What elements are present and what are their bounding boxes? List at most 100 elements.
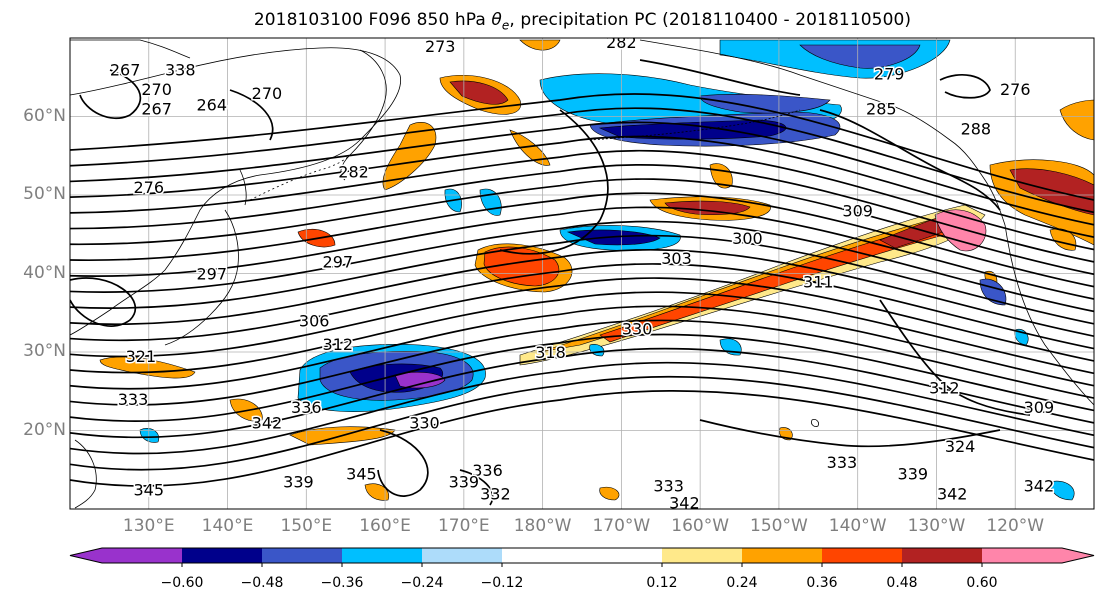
colorbar-segment bbox=[662, 548, 742, 563]
contour-label: 306 bbox=[299, 312, 330, 331]
latitude-label: 40°N bbox=[23, 262, 66, 283]
contour-label: 345 bbox=[133, 480, 164, 499]
contour-label: 339 bbox=[449, 473, 480, 492]
colorbar-tick-label: 0.60 bbox=[966, 575, 998, 591]
contour-label: 345 bbox=[346, 465, 377, 484]
contour-label: 276 bbox=[1000, 80, 1031, 99]
colorbar-segment bbox=[342, 548, 422, 563]
theta-e-contour-line bbox=[70, 361, 1094, 455]
theta-e-contour-line bbox=[70, 192, 1094, 288]
contour-label: 267 bbox=[141, 100, 172, 119]
longitude-label: 160°E bbox=[359, 516, 411, 536]
contour-label: 342 bbox=[252, 414, 283, 433]
longitude-label: 140°W bbox=[828, 516, 887, 536]
contour-label: 282 bbox=[606, 33, 637, 52]
theta-e-contours bbox=[70, 59, 1094, 506]
theta-e-contour-line bbox=[70, 291, 1094, 375]
contour-label: 324 bbox=[945, 437, 976, 456]
theta-e-contour-line bbox=[377, 429, 429, 497]
longitude-label: 150°W bbox=[750, 516, 808, 536]
colorbar-segment bbox=[742, 548, 822, 563]
theta-e-contour-line bbox=[70, 164, 1094, 263]
map-title: 2018103100 F096 850 hPa θe, precipitatio… bbox=[0, 10, 1105, 32]
longitude-label: 170°W bbox=[592, 516, 651, 536]
theta-e-contour-line bbox=[939, 73, 991, 99]
title-theta: θ bbox=[491, 10, 502, 30]
theta-e-contour-line bbox=[70, 107, 1094, 214]
longitude-label: 150°E bbox=[280, 516, 333, 536]
theta-e-contour-line bbox=[70, 178, 1094, 276]
contour-label: 312 bbox=[323, 335, 354, 354]
colorbar-segment bbox=[422, 548, 502, 563]
theta-e-contour-line bbox=[499, 109, 609, 255]
colorbar-segment bbox=[902, 548, 982, 563]
theta-e-contour-line bbox=[70, 121, 1094, 226]
theta-e-contour-line bbox=[70, 375, 1094, 471]
colorbar-segment bbox=[182, 548, 262, 563]
title-theta-subscript: e bbox=[501, 18, 510, 33]
colorbar-tick-label: 0.24 bbox=[726, 575, 758, 591]
contour-label: 312 bbox=[929, 378, 960, 397]
theta-e-contour-line bbox=[70, 248, 1094, 338]
theta-e-contour-line bbox=[70, 206, 1094, 300]
title-prefix: 2018103100 F096 850 hPa bbox=[253, 10, 492, 30]
contour-label: 297 bbox=[197, 265, 228, 284]
theta-e-contour-line bbox=[639, 59, 801, 96]
colorbar-extend-min bbox=[70, 548, 102, 563]
title-suffix: , precipitation PC (2018110400 - 2018110… bbox=[509, 10, 912, 30]
precipitation-shading bbox=[99, 39, 1094, 501]
contour-label: 336 bbox=[291, 398, 322, 417]
colorbar-outline bbox=[69, 547, 1095, 564]
longitude-label: 160°W bbox=[671, 516, 730, 536]
coastlines bbox=[70, 39, 1094, 509]
longitude-label: 140°E bbox=[201, 516, 254, 536]
contour-label: 330 bbox=[409, 414, 440, 433]
contour-label: 342 bbox=[669, 494, 700, 513]
colorbar-segment bbox=[502, 548, 662, 563]
longitude-label: 130°W bbox=[907, 516, 966, 536]
contour-label: 342 bbox=[937, 484, 968, 503]
longitude-label: 170°E bbox=[437, 516, 490, 536]
contour-label: 333 bbox=[118, 390, 149, 409]
theta-e-contour-line bbox=[70, 135, 1094, 238]
contour-label: 264 bbox=[197, 96, 228, 115]
theta-e-contour-line bbox=[70, 333, 1094, 423]
theta-e-contour-line bbox=[819, 109, 1001, 211]
contour-label: 270 bbox=[252, 84, 283, 103]
latitude-label: 20°N bbox=[23, 419, 66, 440]
contour-label: 303 bbox=[661, 249, 692, 268]
theta-e-contour-line bbox=[699, 419, 1001, 448]
theta-e-contour-line bbox=[70, 220, 1094, 313]
colorbar-segment bbox=[982, 548, 1062, 563]
contour-label: 282 bbox=[338, 162, 369, 181]
colorbar-segment bbox=[262, 548, 342, 563]
colorbar-tick-label: 0.36 bbox=[806, 575, 838, 591]
contour-label: 342 bbox=[1024, 476, 1055, 495]
contour-label: 336 bbox=[472, 461, 503, 480]
contour-label: 333 bbox=[827, 453, 858, 472]
colorbar-tick-label: −0.36 bbox=[320, 575, 364, 591]
contour-label: 318 bbox=[535, 343, 566, 362]
contour-label: 333 bbox=[653, 476, 684, 495]
contour-label: 309 bbox=[842, 202, 873, 221]
contour-label: 332 bbox=[480, 484, 511, 503]
contour-label: 288 bbox=[961, 119, 992, 138]
contour-label: 285 bbox=[866, 100, 897, 119]
latitude-label: 60°N bbox=[23, 105, 66, 126]
contour-label: 309 bbox=[1024, 398, 1055, 417]
colorbar-segment bbox=[822, 548, 902, 563]
theta-e-contour-line bbox=[70, 234, 1094, 325]
theta-e-contour-line bbox=[70, 277, 137, 327]
contour-label: 300 bbox=[732, 229, 763, 248]
colorbar-extend-max bbox=[1062, 548, 1094, 563]
contour-label: 279 bbox=[874, 64, 905, 83]
longitude-label: 130°E bbox=[122, 516, 175, 536]
theta-e-contour-line bbox=[70, 149, 1094, 251]
theta-e-contour-line bbox=[70, 277, 1094, 362]
colorbar-tick-label: 0.48 bbox=[886, 575, 918, 591]
colorbar bbox=[69, 547, 1095, 567]
contour-label: 270 bbox=[141, 80, 172, 99]
theta-e-contour-line bbox=[70, 390, 1094, 487]
